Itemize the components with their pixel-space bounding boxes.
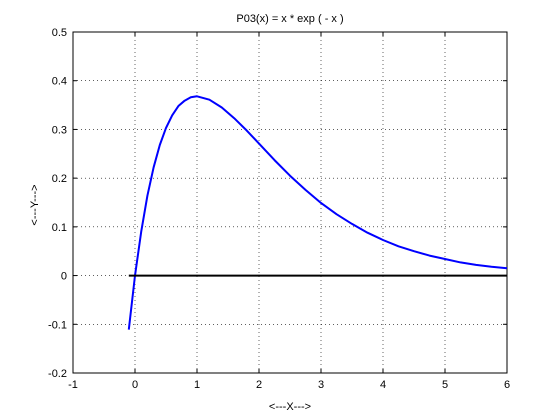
- series-line-curve: [127, 95, 508, 330]
- x-tick-label: 2: [256, 379, 262, 391]
- y-tick-label: 0.5: [52, 27, 67, 39]
- y-tick-label: 0: [61, 271, 67, 283]
- x-tick-label: 1: [194, 379, 200, 391]
- x-tick-label: 0: [132, 379, 138, 391]
- y-tick-label: -0.2: [48, 368, 67, 380]
- y-tick-label: 0.3: [52, 124, 67, 136]
- x-tick-label: 3: [318, 379, 324, 391]
- y-tick-label: 0.4: [52, 76, 67, 88]
- plot-area: [72, 31, 508, 374]
- ticks: -1 0 1 2 3 4 5 6 -0.2 -0.1 0 0.1 0.2 0.3 0.4 0.5: [48, 27, 510, 391]
- chart-title: P03(x) = x * exp ( - x ): [236, 13, 343, 25]
- x-tick-label: -1: [68, 379, 78, 391]
- y-axis-label: <---Y--->: [29, 184, 41, 225]
- x-tick-label: 5: [442, 379, 448, 391]
- x-axis-label: <---X--->: [269, 401, 311, 413]
- y-tick-label: -0.1: [48, 319, 67, 331]
- x-tick-label: 4: [380, 379, 386, 391]
- series-group: [127, 95, 508, 330]
- y-tick-label: 0.1: [52, 222, 67, 234]
- y-tick-label: 0.2: [52, 173, 67, 185]
- x-tick-label: 6: [504, 379, 510, 391]
